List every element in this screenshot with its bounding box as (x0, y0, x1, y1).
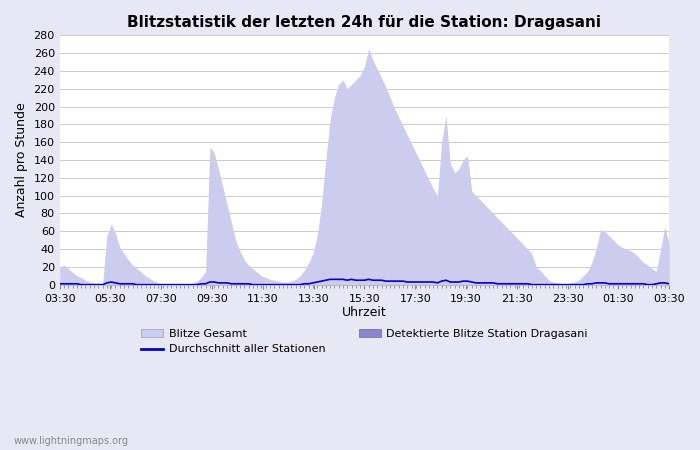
Text: www.lightningmaps.org: www.lightningmaps.org (14, 436, 129, 446)
Y-axis label: Anzahl pro Stunde: Anzahl pro Stunde (15, 103, 28, 217)
Legend: Blitze Gesamt, Durchschnitt aller Stationen, Detektierte Blitze Station Dragasan: Blitze Gesamt, Durchschnitt aller Statio… (136, 324, 592, 359)
Title: Blitzstatistik der letzten 24h für die Station: Dragasani: Blitzstatistik der letzten 24h für die S… (127, 15, 601, 30)
X-axis label: Uhrzeit: Uhrzeit (342, 306, 387, 320)
